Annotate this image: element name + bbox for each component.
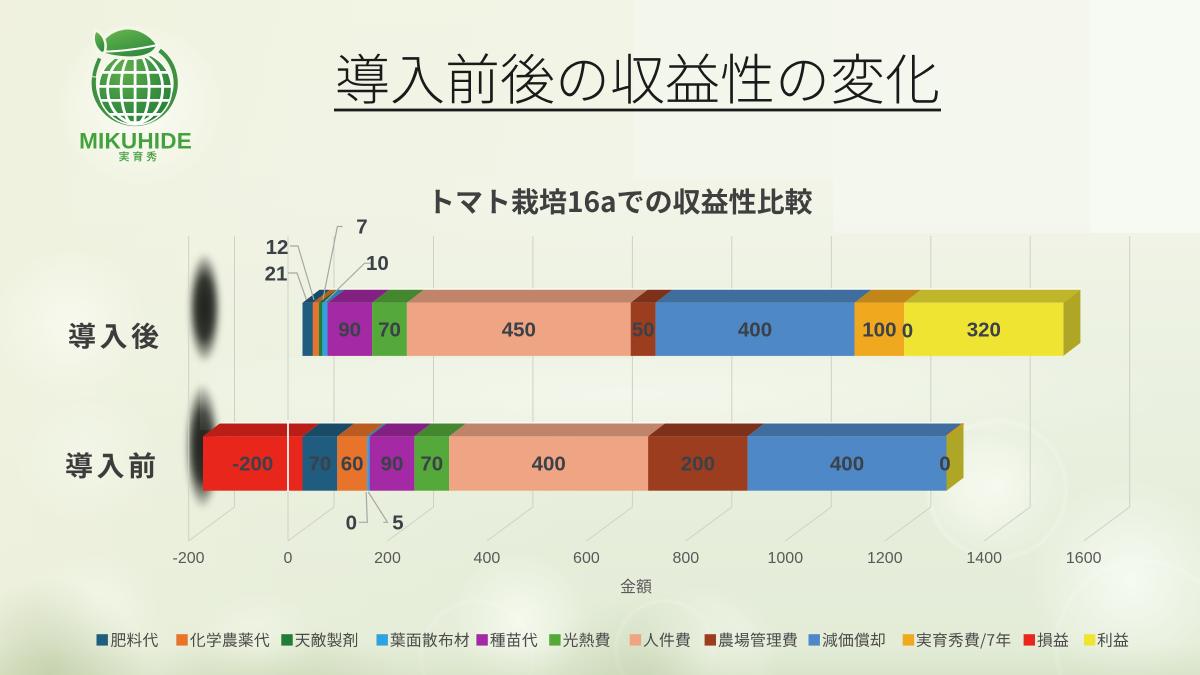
svg-text:450: 450	[502, 318, 536, 341]
svg-text:320: 320	[967, 318, 1001, 341]
svg-text:70: 70	[378, 318, 401, 341]
svg-text:5: 5	[392, 511, 403, 534]
svg-text:1000: 1000	[768, 550, 804, 567]
svg-text:0: 0	[284, 550, 293, 567]
svg-text:50: 50	[632, 318, 655, 341]
svg-text:90: 90	[338, 318, 361, 341]
svg-text:400: 400	[738, 318, 772, 341]
svg-text:1200: 1200	[867, 550, 903, 567]
svg-text:70: 70	[308, 453, 331, 476]
svg-text:7: 7	[356, 216, 367, 239]
svg-text:70: 70	[420, 453, 443, 476]
svg-text:400: 400	[474, 550, 501, 567]
svg-text:-200: -200	[232, 453, 273, 476]
svg-text:200: 200	[681, 453, 715, 476]
svg-text:100: 100	[862, 318, 896, 341]
svg-text:1400: 1400	[966, 550, 1002, 567]
svg-text:200: 200	[374, 550, 401, 567]
svg-text:10: 10	[366, 252, 389, 275]
svg-text:0: 0	[346, 511, 357, 534]
svg-text:12: 12	[266, 236, 289, 259]
svg-text:21: 21	[265, 263, 288, 286]
svg-text:-200: -200	[172, 550, 204, 567]
svg-text:90: 90	[381, 453, 404, 476]
svg-text:800: 800	[672, 550, 699, 567]
svg-text:600: 600	[573, 550, 600, 567]
svg-text:1600: 1600	[1066, 550, 1102, 567]
svg-text:0: 0	[939, 453, 950, 476]
svg-text:0: 0	[902, 319, 913, 342]
svg-text:MIKUHIDE: MIKUHIDE	[79, 129, 192, 154]
svg-text:60: 60	[341, 453, 364, 476]
svg-text:400: 400	[830, 453, 864, 476]
svg-text:400: 400	[532, 453, 566, 476]
